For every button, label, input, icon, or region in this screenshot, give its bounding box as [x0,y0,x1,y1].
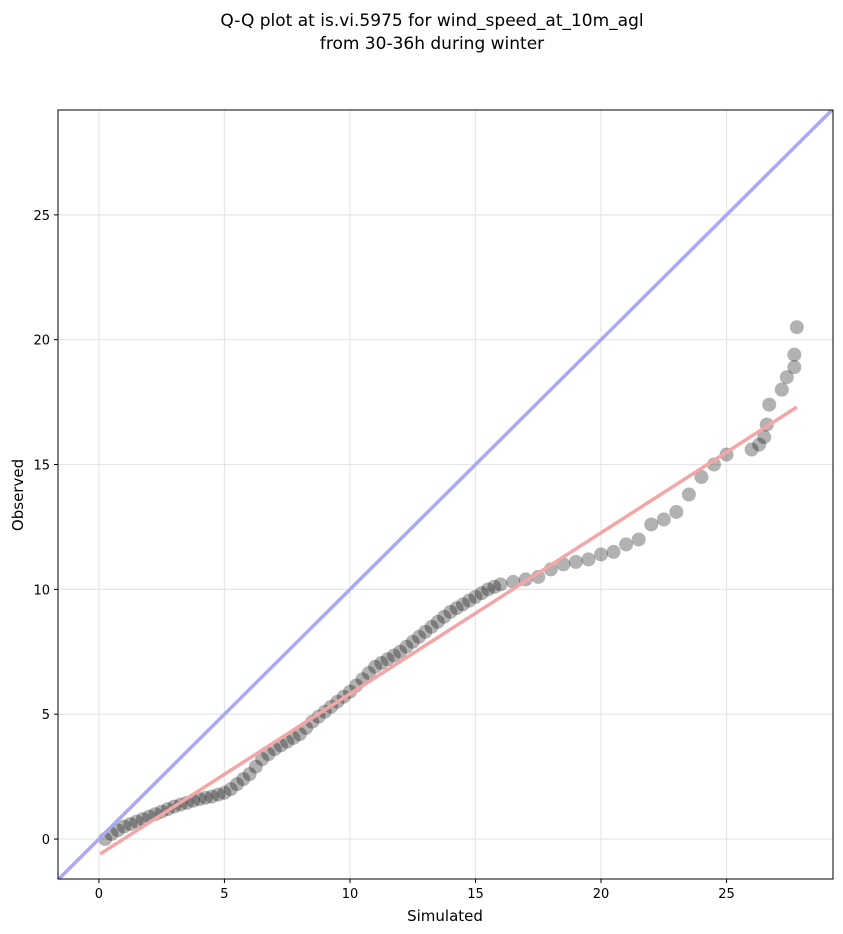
point [581,552,596,567]
point [117,819,132,834]
point [443,604,458,619]
point [424,619,439,634]
point [286,730,301,745]
plot-area [58,110,833,879]
point [230,777,245,792]
point [468,589,483,604]
point [762,397,777,412]
x-tick-label: 10 [342,887,359,902]
y-tick-label: 5 [42,708,50,723]
point [779,370,794,385]
x-tick-label: 0 [95,887,103,902]
point [462,593,477,608]
y-tick-label: 25 [33,209,50,224]
ticks: 0 5 10 15 20 25 0 5 10 15 20 25 [33,209,734,902]
point [606,544,621,559]
point [223,782,238,797]
point [744,442,759,457]
point [361,666,376,681]
chart-title: Q-Q plot at is.vi.5975 for wind_speed_at… [220,11,643,31]
point [217,785,232,800]
chart-subtitle: from 30-36h during winter [320,34,544,54]
point [787,360,802,375]
point [393,644,408,659]
point [110,823,125,838]
point [619,537,634,552]
point [774,382,789,397]
point [399,639,414,654]
point [261,747,276,762]
point [493,577,508,592]
point [430,614,445,629]
point [789,320,804,335]
point [292,727,307,742]
point [418,624,433,639]
point [644,517,659,532]
point [631,532,646,547]
point [694,470,709,485]
point [787,347,802,362]
x-tick-label: 20 [593,887,610,902]
y-axis-label: Observed [9,459,27,531]
y-tick-label: 15 [33,459,50,474]
point [198,790,213,805]
point [405,634,420,649]
x-axis-label: Simulated [407,907,483,925]
reference-line [58,110,833,879]
x-tick-label: 15 [467,887,484,902]
point [211,787,226,802]
point [129,814,144,829]
fit-line [99,405,798,856]
point [437,609,452,624]
point [481,582,496,597]
y-tick-label: 20 [33,334,50,349]
point [236,772,251,787]
point [204,789,219,804]
point [568,554,583,569]
point [255,752,270,767]
x-tick-label: 25 [718,887,735,902]
point [474,586,489,601]
x-tick-label: 5 [220,887,228,902]
point [386,648,401,663]
point [192,792,207,807]
grid [58,110,833,879]
point [757,430,772,445]
point [455,597,470,612]
point [248,759,263,774]
point [681,487,696,502]
point [242,767,257,782]
point [487,579,502,594]
point [449,601,464,616]
plot-frame [57,109,834,880]
point [374,656,389,671]
point [380,652,395,667]
point [412,629,427,644]
point [669,504,684,519]
y-tick-label: 0 [42,833,50,848]
point [368,659,383,674]
point [594,547,609,562]
point [123,817,138,832]
point [656,512,671,527]
point [752,437,767,452]
y-tick-label: 10 [33,583,50,598]
